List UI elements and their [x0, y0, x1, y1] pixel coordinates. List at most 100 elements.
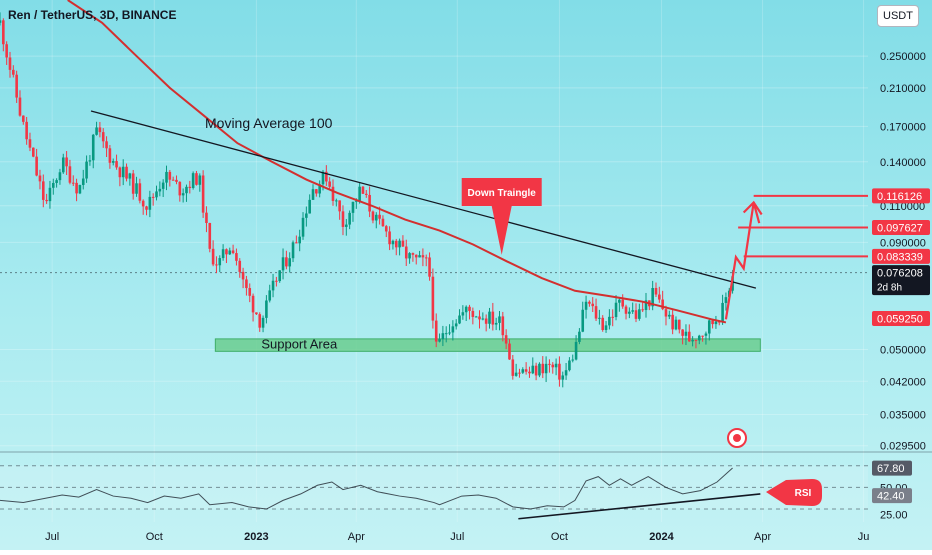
candle-body — [278, 270, 282, 282]
candle-body — [697, 335, 701, 341]
candle-body — [195, 173, 198, 185]
candle-body — [22, 115, 25, 122]
candle-body — [41, 181, 45, 200]
candle-body — [368, 194, 371, 212]
candle-body — [654, 287, 658, 295]
candle-body — [438, 339, 441, 342]
candle-body — [128, 173, 132, 179]
candle-body — [554, 363, 558, 368]
candle-body — [15, 74, 18, 98]
down-triangle-label: Down Traingle — [468, 188, 537, 199]
candle-body — [321, 171, 325, 185]
candle-body — [261, 317, 265, 328]
y-tick-label: 0.029500 — [880, 441, 926, 453]
candle-body — [721, 302, 724, 323]
candle-body — [494, 322, 498, 325]
candle-body — [38, 175, 42, 182]
y-tick-label: 0.210000 — [880, 83, 926, 95]
candle-body — [5, 44, 8, 58]
candle-body — [621, 299, 624, 307]
candle-body — [681, 329, 684, 336]
candle-body — [175, 179, 178, 182]
candle-body — [534, 365, 538, 376]
candle-body — [644, 300, 648, 311]
candle-body — [588, 301, 591, 304]
down-triangle-callout — [461, 178, 542, 255]
candle-body — [265, 300, 268, 318]
candle-body — [348, 212, 351, 225]
rsi-callout — [766, 479, 822, 506]
candle-body — [358, 186, 361, 201]
candle-body — [248, 288, 252, 296]
candle-body — [188, 186, 192, 188]
candle-body — [501, 316, 505, 336]
candle-body — [594, 306, 598, 319]
candle-body — [461, 312, 465, 316]
x-tick-label: Jul — [450, 531, 464, 543]
support-area-label: Support Area — [261, 336, 338, 351]
price-label-box — [872, 220, 930, 236]
candle-body — [221, 249, 225, 259]
candle-body — [291, 242, 295, 259]
candle-body — [634, 310, 638, 319]
candle-body — [484, 318, 488, 324]
candle-body — [711, 320, 714, 325]
candle-body — [241, 271, 245, 280]
candle-body — [411, 253, 415, 255]
candle-body — [551, 364, 555, 368]
candle-body — [651, 287, 654, 307]
candle-body — [424, 257, 428, 259]
candle-body — [218, 258, 222, 266]
candle-body — [578, 331, 581, 342]
candle-body — [225, 249, 228, 255]
candle-body — [28, 139, 32, 148]
candle-body — [704, 333, 708, 336]
candle-body — [514, 372, 518, 376]
currency-button[interactable]: USDT — [877, 5, 919, 27]
candle-body — [684, 331, 688, 336]
candle-body — [345, 224, 348, 227]
candle-body — [258, 314, 262, 328]
candle-body — [208, 223, 212, 249]
candle-body — [528, 371, 531, 374]
candle-body — [707, 320, 711, 334]
projection-arrow — [724, 202, 761, 320]
candle-body — [8, 57, 12, 70]
candle-body — [68, 166, 72, 183]
y-tick-label: 0.170000 — [880, 121, 926, 133]
support-zone — [214, 338, 761, 352]
candle-body — [574, 341, 578, 360]
candle-body — [581, 309, 585, 332]
candle-body — [325, 171, 328, 182]
price-label-box — [872, 311, 930, 327]
candle-body — [668, 314, 671, 317]
y-tick-label: 0.110000 — [880, 201, 925, 213]
rsi-line — [0, 467, 733, 510]
moving-average-line — [67, 0, 727, 324]
candle-body — [318, 184, 321, 194]
candle-body — [448, 332, 451, 334]
x-tick-label: Apr — [754, 531, 771, 543]
candle-body — [48, 187, 52, 202]
candle-body — [151, 196, 155, 198]
trend-line — [90, 110, 757, 289]
candle-body — [55, 180, 58, 183]
candle-body — [724, 297, 728, 303]
candle-body — [631, 310, 634, 312]
candle-body — [301, 217, 305, 237]
candle-body — [171, 179, 175, 181]
candle-body — [158, 188, 162, 192]
candle-body — [25, 121, 28, 140]
rsi-value-box — [872, 460, 912, 476]
candle-body — [135, 183, 138, 194]
candle-body — [2, 20, 5, 45]
x-tick-label: Jul — [45, 531, 59, 543]
candle-body — [431, 276, 435, 321]
candle-body — [691, 339, 694, 342]
rsi-label: RSI — [795, 488, 812, 499]
candle-body — [71, 182, 75, 184]
candle-body — [168, 171, 172, 180]
candle-body — [98, 127, 102, 133]
candle-body — [571, 359, 575, 361]
